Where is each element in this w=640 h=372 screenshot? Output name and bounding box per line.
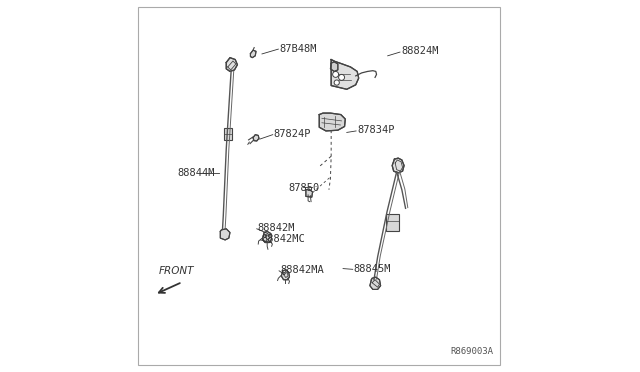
Polygon shape (319, 113, 346, 131)
Polygon shape (331, 60, 358, 89)
Text: 88844M: 88844M (177, 168, 214, 178)
Text: R869003A: R869003A (450, 347, 493, 356)
Text: 88845M: 88845M (354, 264, 391, 273)
Text: FRONT: FRONT (159, 266, 195, 276)
Polygon shape (392, 158, 404, 173)
Polygon shape (306, 189, 312, 197)
Text: 88842MA: 88842MA (280, 265, 324, 275)
Polygon shape (262, 231, 271, 243)
Text: 87B48M: 87B48M (280, 44, 317, 54)
Bar (386, 214, 399, 231)
Polygon shape (220, 229, 230, 240)
Text: 87850: 87850 (289, 183, 320, 193)
Polygon shape (250, 50, 256, 58)
Polygon shape (253, 135, 259, 141)
Text: 87834P: 87834P (357, 125, 395, 135)
Circle shape (339, 74, 344, 80)
Polygon shape (370, 277, 381, 289)
Text: 88842M: 88842M (257, 223, 295, 232)
Circle shape (334, 80, 339, 85)
Polygon shape (282, 270, 289, 280)
Text: 88824M: 88824M (401, 46, 438, 56)
Text: 87824P: 87824P (274, 129, 312, 139)
Bar (223, 128, 232, 140)
Circle shape (333, 71, 339, 77)
Polygon shape (227, 58, 237, 71)
Text: 88842MC: 88842MC (261, 234, 305, 244)
Polygon shape (330, 62, 338, 71)
